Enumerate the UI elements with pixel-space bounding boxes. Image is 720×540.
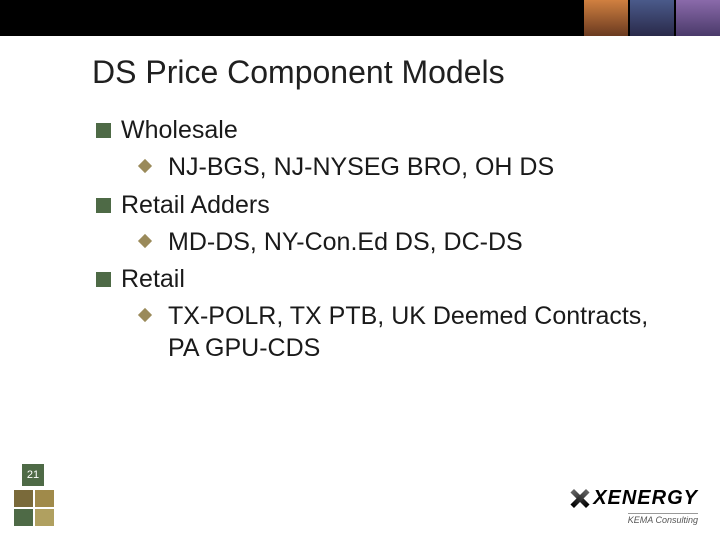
diamond-bullet-icon bbox=[138, 159, 156, 177]
diamond-bullet-icon bbox=[138, 234, 156, 252]
bullet-item: Retail bbox=[96, 264, 680, 295]
thumb-image bbox=[584, 0, 628, 36]
thumb-image bbox=[676, 0, 720, 36]
bullet-label: Retail Adders bbox=[121, 190, 270, 221]
corner-cell bbox=[14, 509, 33, 526]
logo-area: XENERGY KEMA Consulting bbox=[569, 487, 698, 528]
page-number-badge: 21 bbox=[22, 464, 44, 486]
bullet-label: Retail bbox=[121, 264, 185, 295]
corner-cell bbox=[14, 490, 33, 507]
sub-bullet-item: NJ-BGS, NJ-NYSEG BRO, OH DS bbox=[138, 152, 680, 183]
slide-title: DS Price Component Models bbox=[92, 54, 720, 91]
sub-bullet-item: MD-DS, NY-Con.Ed DS, DC-DS bbox=[138, 227, 680, 258]
bullet-item: Wholesale bbox=[96, 115, 680, 146]
brand-subtitle: KEMA Consulting bbox=[628, 513, 698, 525]
thumb-image bbox=[630, 0, 674, 36]
sub-bullet-label: TX-POLR, TX PTB, UK Deemed Contracts, PA… bbox=[168, 301, 680, 364]
x-icon bbox=[569, 488, 591, 510]
corner-cell bbox=[35, 490, 54, 507]
square-bullet-icon bbox=[96, 198, 111, 213]
bullet-label: Wholesale bbox=[121, 115, 238, 146]
slide-content: Wholesale NJ-BGS, NJ-NYSEG BRO, OH DS Re… bbox=[96, 115, 680, 364]
square-bullet-icon bbox=[96, 272, 111, 287]
diamond-bullet-icon bbox=[138, 308, 156, 326]
top-thumbnail-strip bbox=[584, 0, 720, 36]
brand-name: XENERGY bbox=[593, 487, 698, 510]
square-bullet-icon bbox=[96, 123, 111, 138]
corner-decoration bbox=[14, 490, 54, 526]
brand-logo: XENERGY bbox=[569, 487, 698, 510]
sub-bullet-label: NJ-BGS, NJ-NYSEG BRO, OH DS bbox=[168, 152, 554, 183]
bullet-item: Retail Adders bbox=[96, 190, 680, 221]
top-bar bbox=[0, 0, 720, 36]
corner-cell bbox=[35, 509, 54, 526]
sub-bullet-label: MD-DS, NY-Con.Ed DS, DC-DS bbox=[168, 227, 523, 258]
sub-bullet-item: TX-POLR, TX PTB, UK Deemed Contracts, PA… bbox=[138, 301, 680, 364]
